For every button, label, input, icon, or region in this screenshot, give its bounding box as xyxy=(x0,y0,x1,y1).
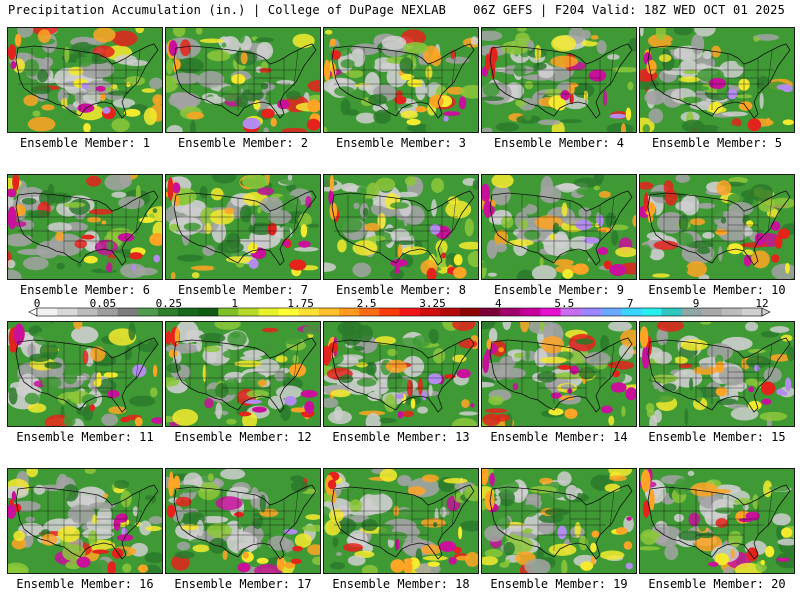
precip-colorbar xyxy=(28,307,771,317)
colorbar-tick-label: 0.05 xyxy=(89,297,117,310)
ensemble-member-label: Ensemble Member: 18 xyxy=(332,577,470,591)
colorbar-swatch xyxy=(77,308,98,316)
ensemble-member-map xyxy=(165,174,321,280)
ensemble-member-map xyxy=(639,321,795,427)
ensemble-member-map xyxy=(323,321,479,427)
colorbar-swatch xyxy=(600,308,622,316)
colorbar-tick-label: 5.5 xyxy=(554,297,575,310)
colorbar-tick-label: 0 xyxy=(33,297,41,310)
colorbar-tick-label: 0.25 xyxy=(155,297,183,310)
ensemble-member-map xyxy=(165,468,321,574)
colorbar-swatch xyxy=(641,308,662,316)
colorbar-swatch xyxy=(480,308,501,316)
ensemble-member-map xyxy=(7,174,163,280)
colorbar-swatch xyxy=(117,308,138,316)
colorbar-swatch xyxy=(339,308,360,316)
ensemble-member-label: Ensemble Member: 4 xyxy=(493,136,625,150)
colorbar-swatch xyxy=(681,308,702,316)
ensemble-member-label: Ensemble Member: 7 xyxy=(177,283,309,297)
ensemble-member-map xyxy=(7,27,163,133)
colorbar-swatch xyxy=(359,308,380,316)
ensemble-member-map xyxy=(165,27,321,133)
ensemble-member-map xyxy=(639,27,795,133)
colorbar-swatch xyxy=(439,308,461,316)
ensemble-member-label: Ensemble Member: 11 xyxy=(16,430,154,444)
ensemble-member-label: Ensemble Member: 13 xyxy=(332,430,470,444)
colorbar-swatch xyxy=(560,308,582,316)
colorbar-tick-label: 4 xyxy=(495,297,502,310)
colorbar-swatch xyxy=(37,308,58,316)
ensemble-member-map xyxy=(323,174,479,280)
colorbar-swatch xyxy=(701,308,723,316)
colorbar-swatch xyxy=(157,308,179,316)
colorbar-swatch xyxy=(580,308,602,316)
ensemble-member-label: Ensemble Member: 6 xyxy=(19,283,151,297)
ensemble-member-label: Ensemble Member: 1 xyxy=(19,136,151,150)
model-run-info: 06Z GEFS | F204 Valid: 18Z WED OCT 01 20… xyxy=(473,3,785,17)
colorbar-swatch xyxy=(419,308,441,316)
ensemble-member-map xyxy=(323,468,479,574)
colorbar-tick-label: 3.25 xyxy=(419,297,446,310)
colorbar-swatch xyxy=(177,308,199,316)
colorbar-tick-label: 1 xyxy=(231,297,239,310)
ensemble-member-map xyxy=(7,468,163,574)
colorbar-swatch xyxy=(621,308,642,316)
colorbar-swatch xyxy=(97,308,118,316)
ensemble-member-map xyxy=(639,468,795,574)
colorbar-swatch xyxy=(661,308,682,316)
colorbar-swatch xyxy=(57,308,78,316)
ensemble-member-map xyxy=(165,321,321,427)
ensemble-member-label: Ensemble Member: 20 xyxy=(648,577,786,591)
colorbar-tick-label: 12 xyxy=(755,297,769,310)
colorbar-max-arrow xyxy=(761,307,771,317)
colorbar-swatch xyxy=(741,308,763,316)
colorbar-swatch xyxy=(218,308,239,316)
colorbar-tick-label: 7 xyxy=(626,297,634,310)
colorbar-swatch xyxy=(379,308,400,316)
ensemble-member-map xyxy=(7,321,163,427)
colorbar-swatch xyxy=(721,308,743,316)
ensemble-member-map xyxy=(639,174,795,280)
ensemble-member-label: Ensemble Member: 9 xyxy=(493,283,625,297)
colorbar-swatch xyxy=(540,308,561,316)
ensemble-member-label: Ensemble Member: 15 xyxy=(648,430,786,444)
ensemble-member-map xyxy=(481,27,637,133)
ensemble-member-label: Ensemble Member: 16 xyxy=(16,577,154,591)
ensemble-member-label: Ensemble Member: 8 xyxy=(335,283,467,297)
ensemble-member-map xyxy=(323,27,479,133)
colorbar-swatch xyxy=(258,308,279,316)
ensemble-member-label: Ensemble Member: 2 xyxy=(177,136,309,150)
colorbar-swatch xyxy=(238,308,259,316)
colorbar-swatch xyxy=(459,308,481,316)
ensemble-member-label: Ensemble Member: 14 xyxy=(490,430,628,444)
ensemble-member-label: Ensemble Member: 17 xyxy=(174,577,312,591)
ensemble-member-label: Ensemble Member: 12 xyxy=(174,430,312,444)
ensemble-member-map xyxy=(481,321,637,427)
colorbar-swatch xyxy=(278,308,300,316)
ensemble-member-map xyxy=(481,468,637,574)
colorbar-swatch xyxy=(298,308,320,316)
colorbar-swatch xyxy=(318,308,340,316)
ensemble-member-label: Ensemble Member: 19 xyxy=(490,577,628,591)
chart-title: Precipitation Accumulation (in.) | Colle… xyxy=(8,3,447,17)
ensemble-member-label: Ensemble Member: 5 xyxy=(651,136,783,150)
colorbar-swatch xyxy=(399,308,420,316)
colorbar-tick-label: 2.5 xyxy=(356,297,377,310)
colorbar-swatch xyxy=(198,308,219,316)
colorbar-tick-label: 1.75 xyxy=(287,297,314,310)
ensemble-member-label: Ensemble Member: 10 xyxy=(648,283,786,297)
ensemble-member-map xyxy=(481,174,637,280)
colorbar-swatch xyxy=(137,308,159,316)
colorbar-swatch xyxy=(520,308,541,316)
colorbar-swatch xyxy=(500,308,521,316)
colorbar-tick-label: 9 xyxy=(692,297,700,310)
ensemble-member-label: Ensemble Member: 3 xyxy=(335,136,467,150)
